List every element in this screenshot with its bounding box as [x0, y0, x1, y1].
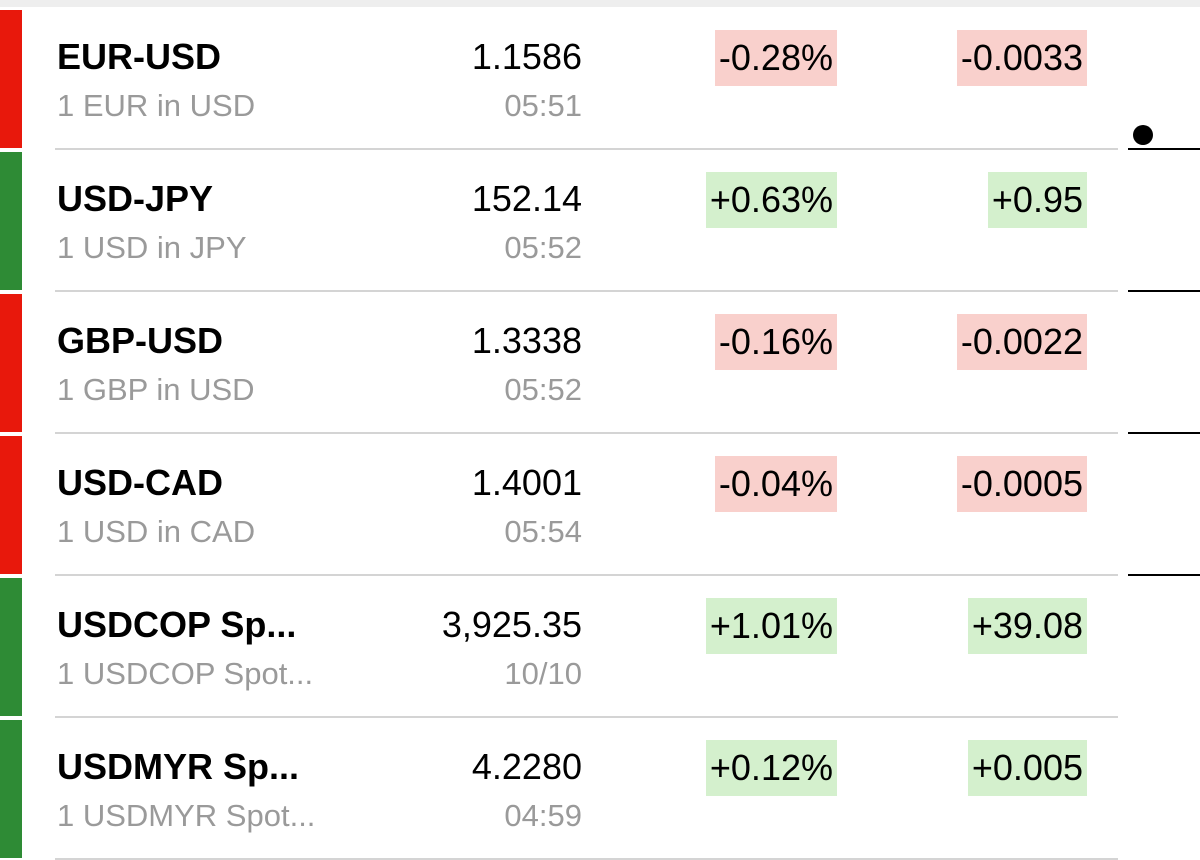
- quote-time: 05:51: [504, 88, 582, 123]
- quote-price: 1.1586: [471, 36, 582, 77]
- quote-subtitle: 1 USD in CAD: [57, 514, 256, 549]
- separator: [55, 574, 1118, 576]
- trend-bar: [0, 10, 22, 148]
- trend-bar: [0, 294, 22, 432]
- quote-row[interactable]: EUR-USD 1 EUR in USD 1.1586 05:51 -0.28% -0.0…: [0, 8, 1200, 150]
- quote-time: 10/10: [504, 656, 582, 691]
- change-value: -0.0033: [956, 30, 1087, 86]
- separator: [55, 148, 1118, 150]
- quote-time: 05:54: [504, 514, 582, 549]
- change-value: -0.0005: [956, 456, 1087, 512]
- quote-time: 05:52: [504, 372, 582, 407]
- change-percent: +0.12%: [705, 740, 837, 796]
- quote-name: USDMYR Sp...: [57, 746, 300, 787]
- quote-row[interactable]: USD-JPY 1 USD in JPY 152.14 05:52 +0.63% +0.9…: [0, 150, 1200, 292]
- quote-name: USD-JPY: [57, 178, 214, 219]
- quote-subtitle: 1 EUR in USD: [57, 88, 256, 123]
- quote-price: 1.4001: [471, 462, 582, 503]
- chart-line: [1128, 574, 1200, 576]
- chart-line: [1128, 290, 1200, 292]
- trend-bar: [0, 436, 22, 574]
- quote-name: EUR-USD: [57, 36, 222, 77]
- change-percent: -0.16%: [714, 314, 837, 370]
- quote-subtitle: 1 GBP in USD: [57, 372, 255, 407]
- quote-row[interactable]: USDMYR Sp... 1 USDMYR Spot... 4.2280 04:59 +…: [0, 718, 1200, 860]
- quote-row[interactable]: GBP-USD 1 GBP in USD 1.3338 05:52 -0.16% -0.0…: [0, 292, 1200, 434]
- separator: [55, 716, 1118, 718]
- quote-row[interactable]: USDCOP Sp... 1 USDCOP Spot... 3,925.35 10/1…: [0, 576, 1200, 718]
- quote-price: 4.2280: [471, 746, 582, 787]
- trend-bar: [0, 152, 22, 290]
- quote-name: GBP-USD: [57, 320, 224, 361]
- separator: [55, 290, 1118, 292]
- quote-time: 04:59: [504, 798, 582, 833]
- chart-line: [1128, 148, 1200, 150]
- quote-subtitle: 1 USDMYR Spot...: [57, 798, 316, 833]
- chart-dot: [1133, 125, 1153, 145]
- quote-price: 152.14: [471, 178, 582, 219]
- change-percent: +1.01%: [705, 598, 837, 654]
- change-value: +39.08: [967, 598, 1087, 654]
- quote-subtitle: 1 USD in JPY: [57, 230, 247, 265]
- change-percent: -0.28%: [714, 30, 837, 86]
- separator: [55, 432, 1118, 434]
- change-value: +0.95: [987, 172, 1087, 228]
- change-value: -0.0022: [956, 314, 1087, 370]
- quote-subtitle: 1 USDCOP Spot...: [57, 656, 314, 691]
- change-percent: +0.63%: [705, 172, 837, 228]
- quote-price: 1.3338: [471, 320, 582, 361]
- change-value: +0.005: [967, 740, 1087, 796]
- trend-bar: [0, 578, 22, 716]
- chart-line: [1128, 432, 1200, 434]
- quote-name: USD-CAD: [57, 462, 223, 503]
- quote-time: 05:52: [504, 230, 582, 265]
- quote-price: 3,925.35: [441, 604, 582, 645]
- quote-row[interactable]: USD-CAD 1 USD in CAD 1.4001 05:54 -0.04% -0.0…: [0, 434, 1200, 576]
- trend-bar: [0, 720, 22, 858]
- top-strip: [0, 0, 1200, 7]
- change-percent: -0.04%: [714, 456, 837, 512]
- quote-name: USDCOP Sp...: [57, 604, 297, 645]
